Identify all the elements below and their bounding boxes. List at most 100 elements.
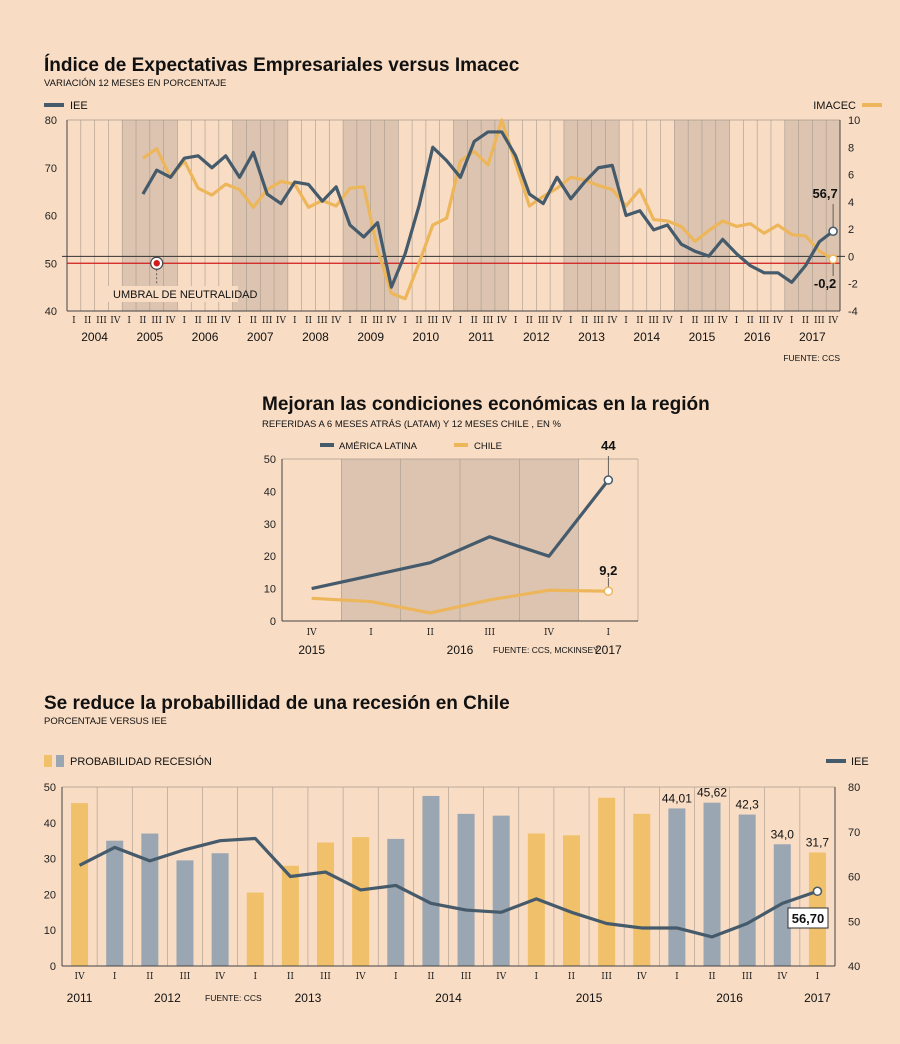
legend-chile-label: CHILE (474, 441, 502, 452)
chart3-left-tick: 20 (44, 889, 56, 901)
chart1-right-tick: 10 (848, 115, 860, 127)
chart1-threshold-label-bg (108, 286, 238, 302)
chart2-title: Mejoran las condiciones económicas en la… (262, 394, 710, 415)
chart3-quarter-label: I (675, 972, 679, 982)
chart3-quarter-label: III (461, 972, 472, 982)
chart1-quarter-label: I (348, 316, 352, 326)
chart3-quarter-label: I (535, 972, 539, 982)
chart1-year-label: 2006 (192, 330, 219, 344)
chart3-bar (211, 853, 229, 966)
chart1-quarter-label: III (538, 316, 549, 326)
legend-iee3-label: IEE (851, 756, 869, 768)
chart1-quarter-label: III (704, 316, 715, 326)
chart1-quarter-label: III (372, 316, 383, 326)
chart1-year-label: 2004 (81, 330, 108, 344)
chart2-y-tick: 50 (264, 454, 276, 466)
chart1-quarter-label: IV (662, 316, 673, 326)
chart2-year-label: 2015 (298, 643, 325, 657)
chart1-quarter-label: I (790, 316, 794, 326)
chart1-threshold-label: UMBRAL DE NEUTRALIDAD (113, 289, 258, 301)
chart2-quarter-label: I (607, 628, 611, 638)
chart1-iee-end-point (828, 226, 838, 237)
chart3-title: Se reduce la probabillidad de una recesi… (44, 693, 510, 714)
chart3-quarter-label: II (146, 972, 154, 982)
chart3-bar (422, 795, 440, 966)
chart1-quarter-label: I (569, 316, 573, 326)
chart1-right-tick: 6 (848, 170, 854, 182)
chart1-quarter-label: I (183, 316, 187, 326)
chart1-year-label: 2011 (468, 330, 494, 344)
chart3-year-label: 2012 (154, 991, 181, 1005)
chart3-bar (141, 833, 159, 966)
chart3-quarter-label: IV (75, 972, 86, 982)
chart1-quarter-label: IV (773, 316, 784, 326)
chart3-right-tick: 60 (848, 872, 860, 884)
chart1-quarter-label: II (471, 316, 479, 326)
chart1-quarter-label: III (151, 316, 162, 326)
chart1-quarter-label: III (262, 316, 273, 326)
chart3-quarter-label: IV (777, 972, 788, 982)
chart1-quarter-label: I (127, 316, 131, 326)
chart1-right-tick: 0 (848, 251, 854, 263)
chart1-year-label: 2009 (357, 330, 384, 344)
chart3-source: FUENTE: CCS (205, 993, 262, 1003)
chart1-quarter-label: I (459, 316, 463, 326)
chart1-year-label: 2013 (578, 330, 605, 344)
chart1-quarter-label: II (415, 316, 423, 326)
chart3-right-tick: 40 (848, 961, 860, 973)
chart3-bar-label: 42,3 (735, 798, 759, 812)
chart2-year-label: 2017 (595, 643, 622, 657)
chart3-bar (668, 808, 686, 966)
chart3-year-label: 2016 (716, 991, 743, 1005)
chart1-quarter-label: III (593, 316, 604, 326)
chart1-quarter-label: III (483, 316, 494, 326)
chart1-right-tick: -4 (848, 306, 858, 318)
legend-iee-label: IEE (70, 100, 88, 112)
chart3-quarter-label: III (742, 972, 753, 982)
chart2-latam-end-label: 44 (601, 438, 616, 453)
chart3-bar (106, 840, 124, 966)
chart1-iee-end-label: 56,7 (812, 186, 837, 201)
chart1-quarter-label: IV (276, 316, 287, 326)
chart1-quarter-label: II (360, 316, 368, 326)
chart2-quarter-label: III (484, 628, 495, 638)
chart2-y-tick: 40 (264, 486, 276, 498)
chart2-y-tick: 30 (264, 519, 276, 531)
chart1-quarter-label: II (250, 316, 258, 326)
chart1-left-tick: 80 (45, 115, 57, 127)
legend-imacec-label: IMACEC (813, 100, 856, 112)
chart1-quarter-label: III (427, 316, 438, 326)
chart2-quarter-label: I (369, 628, 373, 638)
legend-latam-label: AMÉRICA LATINA (339, 441, 418, 452)
chart3-quarter-label: IV (637, 972, 648, 982)
chart3-bar (562, 835, 580, 966)
chart3-bar-label: 34,0 (771, 827, 795, 841)
chart3-quarter-label: II (708, 972, 716, 982)
chart3-quarter-label: IV (496, 972, 507, 982)
chart1-subtitle: VARIACIÓN 12 MESES EN PORCENTAJE (44, 78, 226, 89)
chart1-quarter-label: IV (718, 316, 729, 326)
chart3-bar (317, 842, 335, 966)
chart2-series-chile (311, 588, 609, 615)
chart3-quarter-label: III (180, 972, 191, 982)
chart1-quarter-label: I (735, 316, 739, 326)
chart3-year-label: 2017 (804, 991, 831, 1005)
chart1-quarter-label: II (305, 316, 313, 326)
chart1-quarter-label: III (207, 316, 218, 326)
chart1-quarter-label: II (581, 316, 589, 326)
chart1-quarter-label: IV (497, 316, 508, 326)
chart1-quarter-label: III (814, 316, 825, 326)
chart2-y-tick: 20 (264, 551, 276, 563)
chart2-latam-end-point (603, 475, 614, 485)
chart2-quarter-label: IV (544, 628, 555, 638)
chart3-right-tick: 80 (848, 782, 860, 794)
chart3-bar (703, 802, 721, 966)
chart1-quarter-label: II (195, 316, 203, 326)
chart3-quarter-label: I (113, 972, 117, 982)
chart1-left-tick: 60 (45, 211, 57, 223)
chart1-year-label: 2015 (689, 330, 716, 344)
chart3-series-iee (78, 836, 818, 939)
chart3-left-tick: 50 (44, 782, 56, 794)
chart1-quarter-label: II (84, 316, 92, 326)
